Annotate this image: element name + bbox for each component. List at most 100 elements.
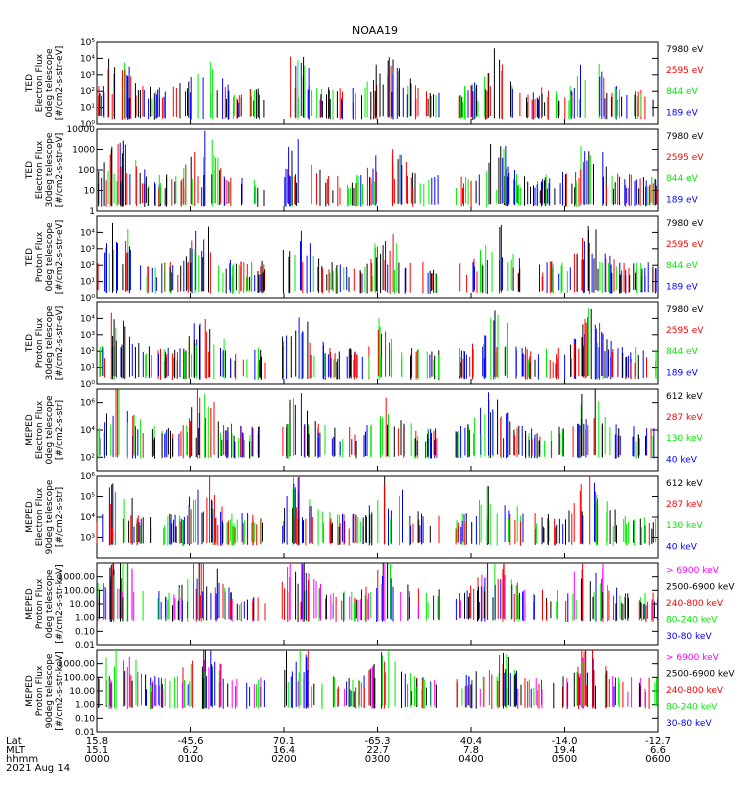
y-axis-label-line: Electron Flux [35,53,45,112]
y-tick-label: 10¹ [80,364,95,374]
y-axis-label-line: TED [25,74,35,93]
series-marks [98,650,657,709]
y-axis-label-line: Proton Flux [35,665,45,716]
y-tick-label: 10 [84,187,96,197]
legend-entry: 2595 eV [666,66,704,76]
y-tick-label: 10.00 [69,687,95,697]
y-axis-label-line: Electron Flux [35,400,45,459]
y-tick-label: 1 [89,207,95,217]
y-axis-label-line: [#/cm2-s-str] [55,487,65,547]
y-axis-label: TEDElectron Flux30deg telescope[#/cm2-s-… [25,132,65,207]
series-marks [98,130,658,207]
y-axis-label-line: 0deg telescope [45,48,55,118]
y-tick-label: 10.00 [69,600,95,610]
y-tick-label: 10³ [80,331,95,341]
x-tick-label-mlt: 7.8 [463,745,479,756]
y-axis-label-line: 0deg telescope [45,395,55,465]
legend-entry: 30-80 keV [666,719,712,729]
legend-entry: 80-240 keV [666,616,718,626]
legend-entry: 2595 eV [666,153,704,163]
legend-entry: 287 keV [666,413,703,423]
legend-entry: 189 eV [666,108,699,118]
x-tick-label-lat: -45.6 [178,736,204,747]
x-row-label-lat: Lat [6,736,22,747]
panel-8: 0.010.101.0010.00100.001000.00MEPEDProto… [25,649,735,738]
y-tick-label: 1000 [72,146,95,156]
y-tick-label: 0.01 [75,728,95,738]
y-axis-label: TEDProton Flux30deg telescope[#/cm2-s-st… [25,305,65,380]
panel-frame [96,388,659,472]
y-tick-label: 10⁰ [80,380,95,390]
panel-7: 0.010.101.0010.00100.001000.00MEPEDProto… [25,562,735,651]
y-tick-label: 10² [80,347,95,357]
legend-entry: 189 eV [666,195,699,205]
legend-entry: 844 eV [666,261,699,271]
y-tick-label: 10¹ [80,104,95,114]
y-axis-label-line: [#/cm2-s-str] [55,400,65,460]
y-tick-label: 100.00 [64,673,96,683]
legend-entry: 130 keV [666,434,703,444]
y-tick-label: 1.00 [75,701,95,711]
y-axis-label-line: MEPED [25,675,35,707]
y-axis-label-line: TED [25,161,35,180]
y-tick-label: 100.00 [64,586,96,596]
legend-entry: 30-80 keV [666,632,712,642]
legend-entry: 287 keV [666,500,703,510]
chart-title: NOAA19 [351,24,399,37]
series-marks [98,389,655,459]
date-label: 2021 Aug 14 [6,763,70,774]
y-axis-label-line: [#/cm2-s-str-keV] [55,564,65,643]
legend-entry: 612 keV [666,479,703,489]
x-tick-label-hhmm: 0400 [458,754,483,765]
panel-1: 10⁰ 10¹ 10² 10³ 10⁴ 10⁵ TEDElectron Flux0deg t… [25,38,704,130]
y-axis-label-line: 30deg telescope [45,132,55,207]
y-axis-label: MEPEDElectron Flux90deg telescope[#/cm2-… [25,479,65,554]
y-axis-label-line: 0deg telescope [45,569,55,639]
legend-entry: 612 keV [666,392,703,402]
y-tick-label: 10² [80,87,95,97]
y-tick-label: 10⁶ [80,399,95,409]
x-tick-label-hhmm: 0200 [271,754,296,765]
panel-3: 10⁰ 10¹ 10² 10³ 10⁴ TEDProton Flux0deg telesc… [25,215,704,304]
y-axis-label-line: [#/cm2-s-str-eV] [55,133,65,208]
x-tick-label-mlt: 16.4 [273,745,295,756]
legend-entry: 189 eV [666,368,699,378]
y-tick-label: 10⁴ [80,513,95,523]
y-axis-label-line: [#/cm2-s-str-keV] [55,651,65,730]
x-tick-label-hhmm: 0600 [645,754,670,765]
y-axis-label-line: 0deg telescope [45,222,55,292]
y-axis-label: MEPEDElectron Flux0deg telescope[#/cm2-s… [25,395,65,465]
y-axis-label: TEDProton Flux0deg telescope[#/cm2-s-str… [25,220,65,295]
y-tick-label: 10¹ [80,278,95,288]
legend-entry: 844 eV [666,347,699,357]
y-tick-label: 100 [78,166,95,176]
y-tick-label: 0.10 [75,627,95,637]
y-tick-label: 0.01 [75,641,95,651]
y-axis-label: MEPEDProton Flux0deg telescope[#/cm2-s-s… [25,564,65,643]
y-tick-label: 10⁴ [80,426,95,436]
y-axis-label-line: 90deg telescope [45,479,55,554]
x-tick-label-lat: -14.0 [552,736,578,747]
y-axis-label-line: [#/cm2-s-str-eV] [55,220,65,295]
x-tick-label-hhmm: 0500 [552,754,577,765]
legend-entry: > 6900 keV [666,566,720,576]
series-marks [98,48,654,120]
y-tick-label: 10⁵ [80,493,95,503]
x-row-label-mlt: MLT [6,745,26,756]
x-tick-label-mlt: 19.4 [553,745,575,756]
y-axis-label-line: Electron Flux [35,140,45,199]
y-axis-label-line: Electron Flux [35,487,45,546]
y-tick-label: 10³ [80,245,95,255]
y-axis-label-line: Proton Flux [35,317,45,368]
legend-entry: 7980 eV [666,219,704,229]
series-marks [97,563,659,622]
legend-entry: 7980 eV [666,45,704,55]
y-tick-label: 10000 [66,125,95,135]
y-tick-label: 10⁰ [80,120,95,130]
legend-entry: 2500-6900 keV [666,670,735,680]
y-tick-label: 10⁴ [80,54,95,64]
x-tick-label-lat: -65.3 [365,736,391,747]
y-axis-label-line: 90deg telescope [45,653,55,728]
legend-entry: 189 eV [666,282,699,292]
